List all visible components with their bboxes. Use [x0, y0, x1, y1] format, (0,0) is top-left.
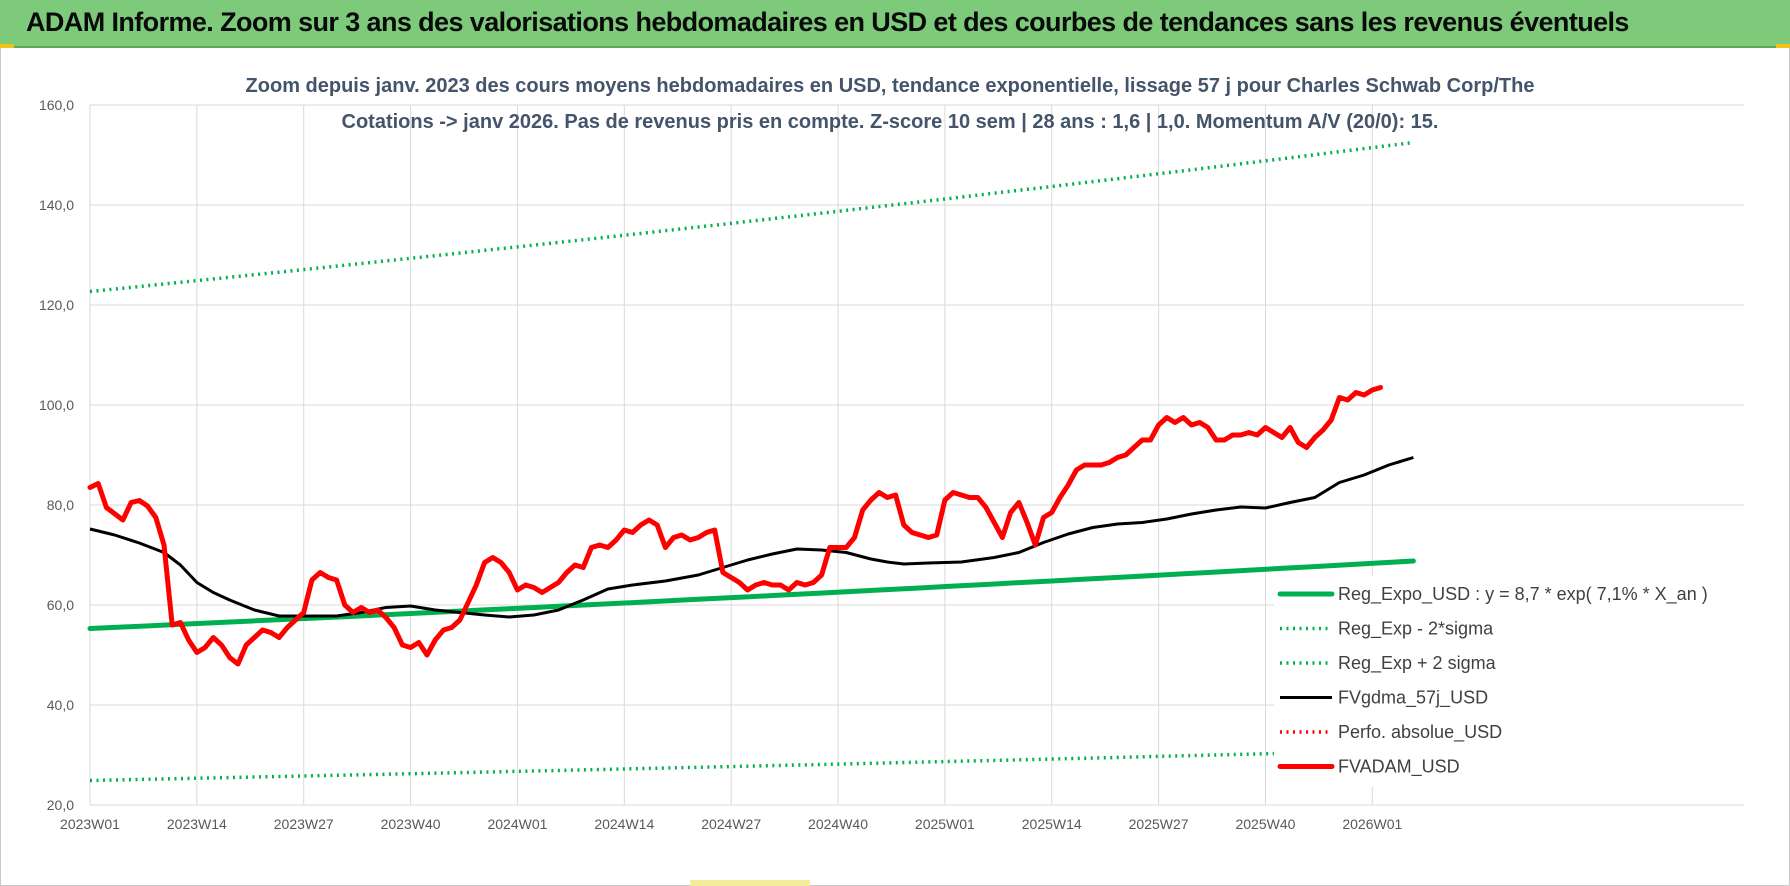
series-line-reg_expo_usd: [87, 558, 1416, 631]
x-tick-label: 2025W40: [1235, 816, 1295, 832]
x-tick-label: 2023W01: [60, 816, 120, 832]
y-tick-label: 140,0: [39, 197, 74, 213]
legend-label: Reg_Exp - 2*sigma: [1338, 619, 1494, 640]
series-lines: [87, 140, 1416, 783]
axes: 20,0 40,0 60,0 80,0 100,0 120,0 140,0 160,0 2023…: [39, 97, 1403, 832]
banner-accent-left: [0, 44, 14, 48]
report-title: ADAM Informe. Zoom sur 3 ans des valoris…: [26, 7, 1629, 37]
y-tick-label: 20,0: [47, 797, 74, 813]
x-tick-label: 2026W01: [1342, 816, 1402, 832]
scroll-indicator: [690, 880, 810, 886]
legend-background: [1274, 576, 1744, 787]
y-tick-label: 40,0: [47, 697, 74, 713]
y-tick-label: 100,0: [39, 397, 74, 413]
y-tick-label: 160,0: [39, 97, 74, 113]
legend-label: Perfo. absolue_USD: [1338, 722, 1502, 743]
series-line-fvadam_usd: [87, 385, 1383, 667]
chart-title-line-2: Cotations -> janv 2026. Pas de revenus p…: [342, 111, 1439, 133]
x-tick-label: 2024W14: [594, 816, 654, 832]
x-tick-label: 2025W01: [915, 816, 975, 832]
banner-accent-right: [1776, 44, 1790, 48]
legend-label: FVgdma_57j_USD: [1338, 688, 1488, 709]
chart-title-line-1: Zoom depuis janv. 2023 des cours moyens …: [246, 75, 1535, 97]
legend-label: FVADAM_USD: [1338, 757, 1460, 778]
legend-label: Reg_Exp + 2 sigma: [1338, 653, 1497, 674]
x-tick-label: 2024W01: [487, 816, 547, 832]
series-line-fvgdma_57j_usd: [89, 456, 1414, 619]
x-tick-label: 2025W27: [1129, 816, 1189, 832]
legend: Reg_Expo_USD : y = 8,7 * exp( 7,1% * X_a…: [1274, 576, 1744, 787]
y-tick-label: 120,0: [39, 297, 74, 313]
y-tick-label: 60,0: [47, 597, 74, 613]
y-tick-label: 80,0: [47, 497, 74, 513]
x-tick-label: 2023W27: [274, 816, 334, 832]
x-tick-label: 2024W40: [808, 816, 868, 832]
x-tick-label: 2023W40: [381, 816, 441, 832]
series-line-reg_exp: [89, 140, 1414, 294]
series-line-reg_exp: [89, 748, 1414, 783]
report-banner: ADAM Informe. Zoom sur 3 ans des valoris…: [0, 0, 1790, 48]
x-tick-label: 2023W14: [167, 816, 227, 832]
x-tick-label: 2025W14: [1022, 816, 1082, 832]
legend-label: Reg_Expo_USD : y = 8,7 * exp( 7,1% * X_a…: [1338, 584, 1708, 605]
x-tick-label: 2024W27: [701, 816, 761, 832]
chart-title: Zoom depuis janv. 2023 des cours moyens …: [246, 75, 1535, 133]
